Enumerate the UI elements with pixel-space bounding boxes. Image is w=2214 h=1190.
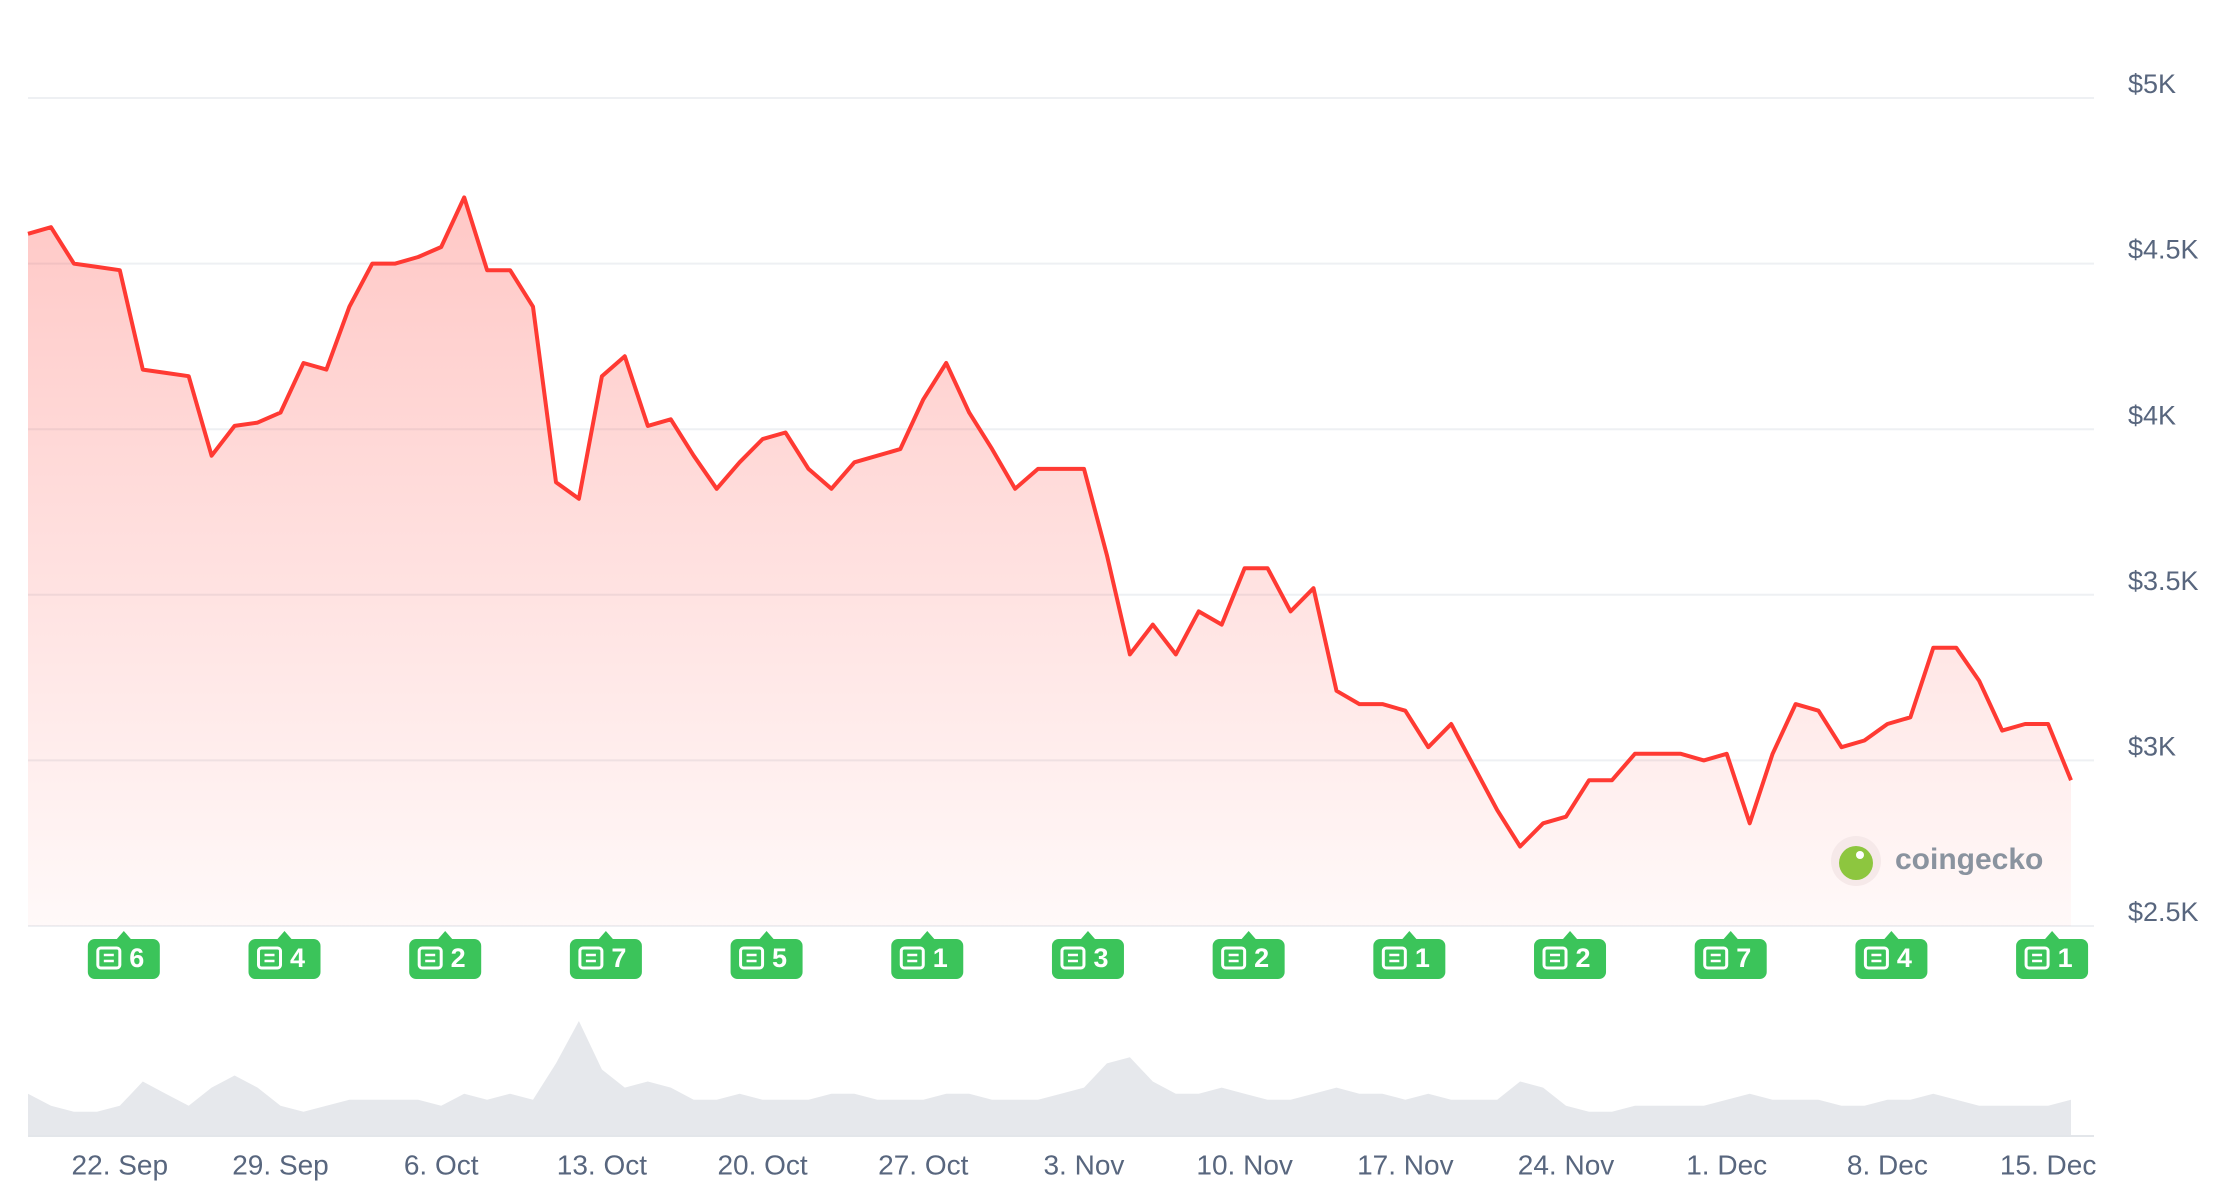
news-badge[interactable]: 6	[87, 931, 160, 979]
news-icon	[739, 946, 765, 970]
news-count: 2	[451, 943, 466, 973]
news-icon	[1863, 946, 1889, 970]
news-icon	[1221, 946, 1247, 970]
news-icon	[96, 946, 122, 970]
news-badge[interactable]: 4	[248, 931, 321, 979]
x-tick-label: 13. Oct	[557, 1149, 647, 1180]
badge-pointer	[116, 931, 131, 939]
watermark: coingecko	[1831, 836, 2043, 886]
news-badge[interactable]: 7	[569, 931, 642, 979]
badge-pointer	[1884, 931, 1899, 939]
x-tick-label: 27. Oct	[878, 1149, 968, 1180]
news-count: 4	[290, 943, 305, 973]
news-count: 2	[1576, 943, 1591, 973]
news-count: 7	[1736, 943, 1751, 973]
y-tick-label: $4K	[2128, 400, 2176, 430]
news-icon	[578, 946, 604, 970]
logo-eye	[1856, 851, 1864, 859]
news-badge[interactable]: 2	[1534, 931, 1607, 979]
news-count: 4	[1897, 943, 1912, 973]
news-count: 1	[2058, 943, 2073, 973]
x-tick-label: 3. Nov	[1043, 1149, 1124, 1180]
x-tick-label: 8. Dec	[1847, 1149, 1928, 1180]
x-tick-label: 17. Nov	[1357, 1149, 1454, 1180]
news-badge[interactable]: 2	[1212, 931, 1285, 979]
x-tick-label: 29. Sep	[232, 1149, 329, 1180]
badge-pointer	[1402, 931, 1417, 939]
news-badge[interactable]: 7	[1694, 931, 1767, 979]
news-badge[interactable]: 4	[1855, 931, 1928, 979]
news-badge[interactable]: 1	[891, 931, 964, 979]
news-badge[interactable]: 1	[1373, 931, 1446, 979]
news-count: 7	[611, 943, 626, 973]
badge-pointer	[598, 931, 613, 939]
badge-pointer	[277, 931, 292, 939]
y-tick-label: $3K	[2128, 732, 2176, 762]
x-tick-label: 10. Nov	[1196, 1149, 1293, 1180]
badge-pointer	[920, 931, 935, 939]
watermark-text: coingecko	[1895, 843, 2043, 876]
badge-pointer	[1723, 931, 1738, 939]
news-badge[interactable]: 5	[730, 931, 803, 979]
news-icon	[1703, 946, 1729, 970]
x-tick-label: 22. Sep	[72, 1149, 169, 1180]
news-icon	[899, 946, 925, 970]
y-tick-label: $5K	[2128, 69, 2176, 99]
news-count: 1	[1415, 943, 1430, 973]
news-icon	[1060, 946, 1086, 970]
news-icon	[417, 946, 443, 970]
y-tick-label: $2.5K	[2128, 897, 2199, 927]
badge-pointer	[1241, 931, 1256, 939]
news-badge[interactable]: 1	[2016, 931, 2089, 979]
y-tick-label: $3.5K	[2128, 566, 2199, 596]
x-tick-label: 24. Nov	[1518, 1149, 1615, 1180]
x-tick-label: 15. Dec	[2000, 1149, 2097, 1180]
price-area	[28, 197, 2071, 926]
x-tick-label: 1. Dec	[1686, 1149, 1767, 1180]
y-tick-label: $4.5K	[2128, 235, 2199, 265]
news-icon	[257, 946, 283, 970]
volume-area	[28, 1021, 2071, 1136]
badge-pointer	[1080, 931, 1095, 939]
news-badge[interactable]: 3	[1051, 931, 1124, 979]
badge-pointer	[438, 931, 453, 939]
news-count: 5	[772, 943, 787, 973]
news-count: 3	[1093, 943, 1108, 973]
logo	[1839, 846, 1873, 880]
badge-pointer	[2045, 931, 2060, 939]
news-icon	[2024, 946, 2050, 970]
news-badge[interactable]: 2	[409, 931, 482, 979]
x-tick-label: 6. Oct	[404, 1149, 479, 1180]
badge-pointer	[759, 931, 774, 939]
news-count: 1	[933, 943, 948, 973]
news-count: 6	[129, 943, 144, 973]
badge-pointer	[1563, 931, 1578, 939]
news-count: 2	[1254, 943, 1269, 973]
news-icon	[1542, 946, 1568, 970]
price-line	[27, 195, 2073, 849]
x-tick-label: 20. Oct	[717, 1149, 807, 1180]
news-icon	[1381, 946, 1407, 970]
